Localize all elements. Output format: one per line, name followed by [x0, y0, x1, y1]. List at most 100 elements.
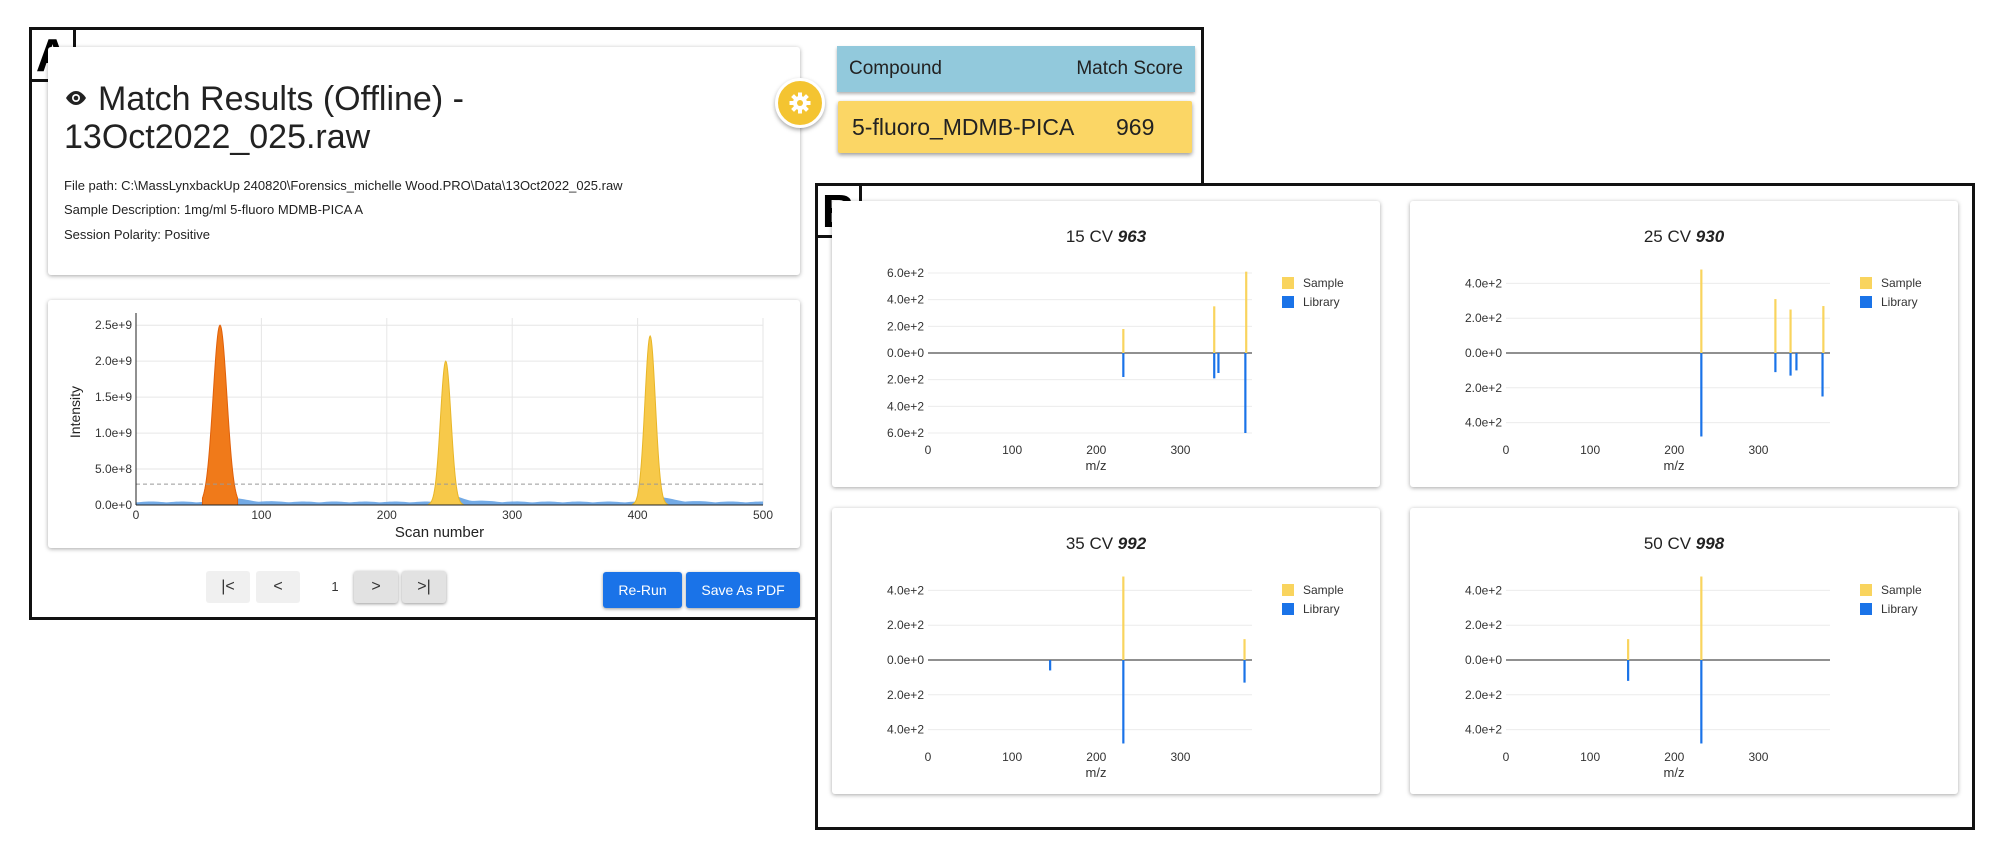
- compound-table-header: Compound Match Score: [837, 46, 1195, 92]
- y-tick-label: 2.0e+2: [1465, 381, 1502, 395]
- library-bar: [1217, 353, 1220, 373]
- y-tick-label: 1.0e+9: [95, 426, 132, 440]
- y-tick-label: 0.0e+0: [887, 346, 924, 360]
- title-text: Match Results (Offline) -: [98, 80, 464, 118]
- page-title: Match Results (Offline) - 13Oct2022_025.…: [64, 80, 784, 156]
- file-path-text: File path: C:\MassLynxbackUp 240820\Fore…: [64, 178, 623, 193]
- x-tick-label: 200: [1086, 443, 1106, 457]
- legend-sample-label: Sample: [1303, 583, 1344, 597]
- x-tick-label: 100: [1002, 750, 1022, 764]
- sample-bar: [1789, 309, 1792, 353]
- sample-bar: [1700, 576, 1703, 660]
- x-tick-label: 0: [133, 508, 140, 522]
- legend-sample-swatch: [1282, 584, 1294, 596]
- chevron-left-icon: <: [273, 578, 283, 595]
- cv-50-spectrum: 4.0e+22.0e+20.0e+02.0e+24.0e+20 100 200 300…: [1465, 576, 1922, 780]
- x-tick-label: 100: [251, 508, 271, 522]
- x-tick-label: 300: [1170, 443, 1190, 457]
- x-tick-label: 200: [1664, 750, 1684, 764]
- compound-row[interactable]: 5-fluoro_MDMB-PICA 969: [838, 101, 1192, 153]
- cv-50-card: 50 CV 998 4.0e+2 2.0e+2 0.0e+0 2.0e+2 4.0e+2…: [1410, 508, 1958, 794]
- sample-bar: [1700, 269, 1703, 353]
- first-page-icon: |<: [221, 578, 235, 595]
- session-polarity-text: Session Polarity: Positive: [64, 227, 210, 242]
- library-bar: [1700, 660, 1703, 744]
- cv-35-spectrum: 4.0e+22.0e+20.0e+02.0e+24.0e+20 100 200 300…: [887, 576, 1344, 780]
- x-tick-label: 100: [1002, 443, 1022, 457]
- cv-15-card: 15 CV 963 6.0e+2 4.0e+2 2.0e+2 0.0e+0 2.0e+2…: [832, 201, 1380, 487]
- library-bar: [1795, 353, 1798, 371]
- cv-15-title: 15 CV 963: [832, 227, 1380, 247]
- y-tick-label: 6.0e+2: [887, 266, 924, 280]
- last-page-button[interactable]: >|: [402, 571, 446, 603]
- peak: [427, 360, 464, 506]
- y-tick-label: 1.5e+9: [95, 390, 132, 404]
- cv-25-title: 25 CV 930: [1410, 227, 1958, 247]
- match-info-card: Match Results (Offline) - 13Oct2022_025.…: [48, 47, 800, 275]
- y-tick-label: 0.0e+0: [95, 498, 132, 512]
- sample-bar: [1245, 271, 1248, 353]
- x-tick-label: 300: [502, 508, 522, 522]
- chromatogram-chart: 0.0e+0 5.0e+8 1.0e+9 1.5e+9 2.0e+9 2.5e+9 0 100…: [67, 313, 773, 541]
- y-tick-label: 2.0e+2: [887, 319, 924, 333]
- legend-sample-swatch: [1282, 277, 1294, 289]
- eye-icon[interactable]: [64, 90, 88, 106]
- prev-page-button[interactable]: <: [256, 571, 300, 603]
- x-tick-label: 300: [1170, 750, 1190, 764]
- y-tick-label: 2.5e+9: [95, 318, 132, 332]
- y-tick-label: 6.0e+2: [887, 426, 924, 440]
- compound-column-header: Compound: [849, 58, 942, 79]
- legend-library-label: Library: [1881, 602, 1918, 616]
- sample-bar: [1822, 306, 1825, 353]
- x-tick-label: 0: [925, 443, 932, 457]
- cv-score: 930: [1695, 227, 1725, 246]
- y-tick-label: 4.0e+2: [1465, 583, 1502, 597]
- library-bar: [1122, 353, 1125, 377]
- y-axis-label: Intensity: [67, 386, 83, 438]
- cv-label: 15 CV: [1065, 227, 1114, 246]
- rerun-button[interactable]: Re-Run: [603, 572, 682, 608]
- library-bar: [1122, 660, 1125, 744]
- first-page-button[interactable]: |<: [206, 571, 250, 603]
- y-tick-label: 2.0e+2: [887, 373, 924, 387]
- x-tick-label: 0: [925, 750, 932, 764]
- x-tick-label: 300: [1748, 750, 1768, 764]
- x-axis-label: Scan number: [395, 524, 484, 541]
- library-bar: [1243, 660, 1246, 683]
- sample-bar: [1213, 306, 1216, 353]
- y-tick-label: 2.0e+2: [1465, 311, 1502, 325]
- library-bar: [1049, 660, 1052, 671]
- y-tick-label: 0.0e+0: [1465, 653, 1502, 667]
- cv-15-spectrum: 6.0e+2 4.0e+2 2.0e+2 0.0e+0 2.0e+2 4.0e+2 6.0e…: [887, 266, 1344, 473]
- save-pdf-button[interactable]: Save As PDF: [686, 572, 800, 608]
- settings-button[interactable]: [775, 78, 825, 128]
- legend-library-label: Library: [1303, 602, 1340, 616]
- legend-library-swatch: [1282, 603, 1294, 615]
- last-page-icon: >|: [417, 578, 431, 595]
- cv-score: 992: [1117, 534, 1147, 553]
- x-tick-label: 400: [628, 508, 648, 522]
- legend-sample-swatch: [1860, 584, 1872, 596]
- x-axis-label: m/z: [1086, 458, 1107, 473]
- x-tick-label: 300: [1748, 443, 1768, 457]
- y-tick-label: 4.0e+2: [887, 583, 924, 597]
- x-axis-label: m/z: [1086, 765, 1107, 780]
- chromatogram-card: 0.0e+0 5.0e+8 1.0e+9 1.5e+9 2.0e+9 2.5e+9 0 100…: [48, 300, 800, 548]
- x-axis-label: m/z: [1664, 765, 1685, 780]
- y-tick-label: 4.0e+2: [887, 399, 924, 413]
- cv-label: 25 CV: [1643, 227, 1692, 246]
- legend-library-swatch: [1860, 296, 1872, 308]
- sample-bar: [1627, 639, 1630, 660]
- library-bar: [1213, 353, 1216, 379]
- next-page-button[interactable]: >: [354, 571, 398, 603]
- library-bar: [1700, 353, 1703, 437]
- y-tick-label: 4.0e+2: [887, 723, 924, 737]
- legend-sample-label: Sample: [1881, 583, 1922, 597]
- sample-bar: [1122, 329, 1125, 353]
- peak: [632, 334, 669, 506]
- legend-library-label: Library: [1303, 295, 1340, 309]
- x-tick-label: 200: [1664, 443, 1684, 457]
- legend-library-label: Library: [1881, 295, 1918, 309]
- legend-sample-label: Sample: [1881, 276, 1922, 290]
- cv-label: 50 CV: [1643, 534, 1692, 553]
